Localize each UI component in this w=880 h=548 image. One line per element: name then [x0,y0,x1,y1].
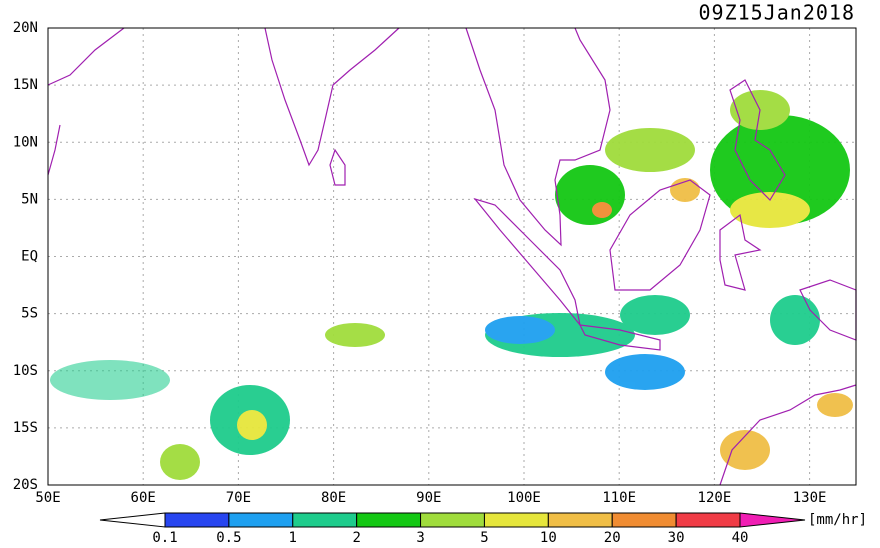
colorbar-label: 1 [289,530,297,544]
lon-label: 90E [416,490,441,506]
lat-label: 5S [21,306,38,322]
rain-area [555,165,625,225]
lat-label: 10N [13,134,38,150]
colorbar-over [739,512,806,528]
colorbar-segment [547,512,613,528]
colorbar: 0.1 0.5 1 2 3 5 10 20 30 40 [mm/hr] [99,512,867,546]
coastline [47,124,61,176]
rain-area [817,393,853,417]
coastline [729,79,786,201]
rain-area [720,430,770,470]
coastlines [47,27,857,486]
lon-label: 130E [793,490,827,506]
colorbar-segment [675,512,741,528]
map-title: 09Z15Jan2018 [699,1,856,25]
coastline [47,27,125,86]
coastline [329,148,346,186]
lon-label: 110E [602,490,636,506]
coastline [719,384,857,486]
colorbar-label: 20 [604,530,621,544]
coastline [578,324,661,351]
rain-area [605,354,685,390]
rain-area [325,323,385,347]
precipitation [50,90,853,480]
rain-area [730,192,810,228]
lat-label: 20N [13,20,38,36]
coastline [264,27,400,167]
rain-area [50,360,170,400]
colorbar-segment [292,512,358,528]
colorbar-label: 40 [732,530,749,544]
lat-label: 20S [13,477,38,493]
coastline [473,197,581,326]
coastline [719,213,762,291]
rain-area [605,128,695,172]
colorbar-label: 3 [416,530,424,544]
lon-label: 60E [131,490,156,506]
lon-label: 100E [507,490,541,506]
colorbar-unit: [mm/hr] [808,512,867,528]
colorbar-segment [483,512,549,528]
lon-label: 70E [226,490,251,506]
colorbar-segment [420,512,485,528]
colorbar-label: 0.1 [152,530,177,544]
lat-label: EQ [21,249,38,265]
grid [48,28,856,485]
colorbar-label: 0.5 [216,530,241,544]
lat-label: 15S [13,420,38,436]
rain-area [592,202,612,218]
rain-area [770,295,820,345]
rain-area [160,444,200,480]
map-frame [47,27,857,486]
lon-label: 80E [321,490,346,506]
rain-area [237,410,267,440]
rain-area [485,316,555,344]
colorbar-segment [611,512,677,528]
colorbar-segment [356,512,422,528]
coastline [609,179,711,291]
rain-area [620,295,690,335]
colorbar-label: 10 [540,530,557,544]
lat-label: 15N [13,77,38,93]
coastline [465,27,611,247]
lat-label: 5N [21,191,38,207]
colorbar-label: 2 [352,530,360,544]
lon-label: 50E [35,490,60,506]
colorbar-segment [164,512,230,528]
colorbar-label: 30 [668,530,685,544]
colorbar-segment [228,512,294,528]
colorbar-label: 5 [480,530,488,544]
lon-label: 120E [698,490,732,506]
lat-label: 10S [13,363,38,379]
